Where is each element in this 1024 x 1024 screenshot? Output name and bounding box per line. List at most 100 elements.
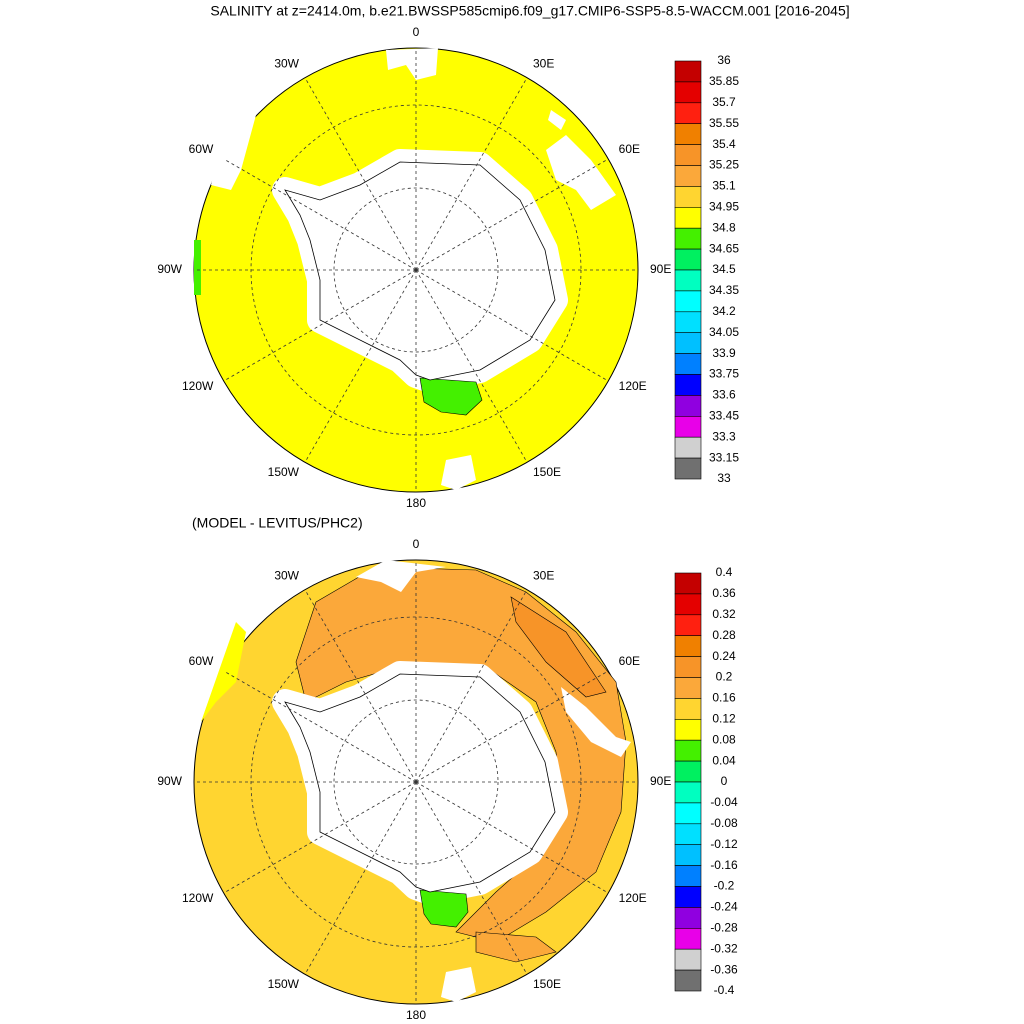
colorbar-box [674,165,702,187]
longitude-label: 60E [619,654,640,668]
colorbar-box [674,457,702,480]
colorbar-box [674,698,702,720]
colorbar-box [674,677,702,699]
colorbar-label: 0.36 [712,586,736,600]
colorbar-box [674,823,702,845]
colorbar-box [674,353,702,375]
colorbar-label: 34.5 [712,262,736,276]
colorbar-label: 35.25 [709,158,739,172]
colorbar-box [674,207,702,229]
meridian [304,269,417,463]
longitude-label: 150W [268,977,300,991]
land-mask [441,455,476,490]
colorbar-box [674,907,702,929]
colorbar-box [674,395,702,417]
colorbar-box [674,718,702,741]
yellow-region [201,622,246,722]
colorbar-label: 0.28 [712,628,736,642]
colorbar-label: -0.04 [710,795,738,809]
colorbar-box [674,374,702,396]
meridian [304,77,417,271]
colorbar-label: 35.55 [709,116,739,130]
green-region [194,240,201,295]
colorbar-box [674,123,702,145]
colorbar-label: -0.32 [710,941,738,955]
meridian [223,781,417,894]
colorbar-box [674,844,702,866]
longitude-label: 180 [406,496,426,510]
latitude-circle [333,699,499,865]
longitude-label: 150E [533,465,561,479]
colorbar-label: -0.08 [710,816,738,830]
colorbar-box [674,927,702,950]
longitude-label: 60W [189,654,214,668]
colorbar-label: 34.35 [709,283,739,297]
colorbar-box [674,436,702,459]
map-bottom [193,559,639,1005]
dark-orange-region [510,596,607,698]
longitude-label: 90E [650,774,671,788]
colorbar-label: 35.1 [712,179,736,193]
colorbar-box [674,614,702,636]
antarctica [284,161,556,381]
colorbar-box [674,572,702,595]
longitude-label: 150E [533,977,561,991]
colorbar-box [674,81,702,104]
longitude-label: 90W [157,262,182,276]
land-mask [548,110,566,130]
land-mask [211,115,256,190]
graticule [194,48,638,492]
colorbar-box [674,60,702,83]
longitude-label: 120W [182,891,214,905]
longitude-label: 30W [274,57,299,71]
colorbar-box [674,781,702,804]
colorbar-box [674,227,702,250]
longitude-label: 0 [413,25,420,39]
meridian [223,670,417,783]
colorbar-box [674,593,702,616]
longitude-label: 60E [619,142,640,156]
colorbar-label: 0.2 [716,670,733,684]
colorbar-label: -0.4 [714,983,735,997]
colorbar-label: 34.8 [712,220,736,234]
colorbar-box [674,186,702,208]
colorbar-label: -0.2 [714,879,735,893]
longitude-label: 120E [619,891,647,905]
colorbar-box [674,969,702,992]
longitude-label: 30E [533,569,554,583]
meridian [223,269,417,382]
longitude-label: 150W [268,465,300,479]
colorbar-box [674,739,702,762]
land-mask [561,687,631,757]
longitude-label: 30E [533,57,554,71]
colorbar-label: 0.16 [712,691,736,705]
colorbar-label: 35.7 [712,95,736,109]
land-mask [356,560,446,592]
subtitle: (MODEL - LEVITUS/PHC2) [192,515,363,531]
colorbar-box [674,102,702,125]
colorbar-label: 0.4 [716,565,733,579]
colorbar-label: 0.12 [712,711,736,725]
colorbar-label: -0.12 [710,837,738,851]
longitude-label: 0 [413,537,420,551]
land-mask [441,967,476,1002]
colorbar-label: 0.08 [712,732,736,746]
colorbar-box [674,635,702,657]
colorbar-box [674,290,702,313]
colorbar-label: -0.24 [710,900,738,914]
colorbar-box [674,311,702,333]
map-top [193,47,639,493]
orange-region [475,931,557,963]
colorbar-label: 0.04 [712,753,736,767]
colorbar-box [674,948,702,971]
colorbar-label: 35.85 [709,74,739,88]
colorbar-label: 33 [717,471,731,485]
colorbar-box [674,886,702,908]
colorbar-box [674,415,702,438]
colorbar-label: 33.75 [709,367,739,381]
colorbar-label: 36 [717,53,731,67]
colorbar-label: 0 [721,774,728,788]
colorbar-label: 34.05 [709,325,739,339]
colorbar-label: 34.2 [712,304,736,318]
